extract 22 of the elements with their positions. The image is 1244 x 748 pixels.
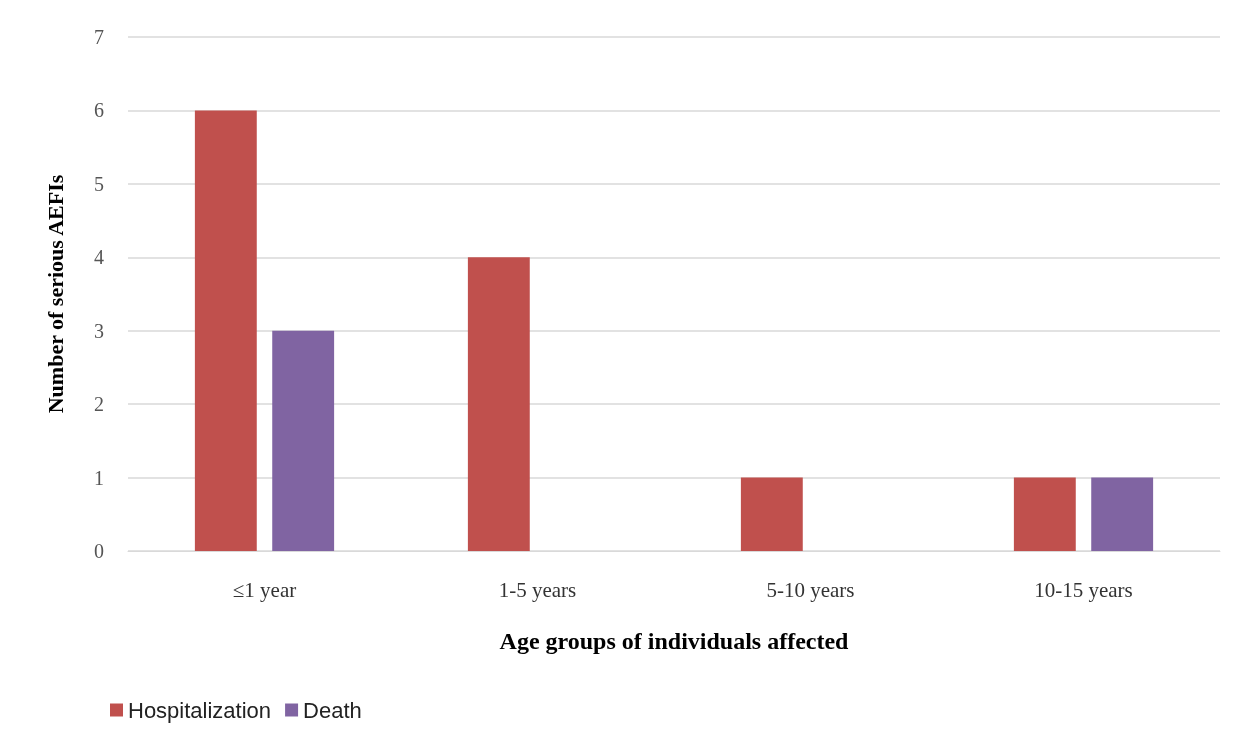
y-axis-title: Number of serious AEFIs <box>42 174 68 414</box>
x-tick-label: 1-5 years <box>498 577 577 602</box>
x-axis-title: Age groups of individuals affected <box>499 628 850 654</box>
x-tick-label: 5-10 years <box>766 577 855 602</box>
bar <box>1091 477 1154 551</box>
legend-label: Death <box>303 697 362 723</box>
bar <box>740 477 803 551</box>
y-tick-label: 6 <box>94 99 104 122</box>
y-tick-label: 0 <box>94 540 104 562</box>
x-tick-label: ≤1 year <box>232 577 297 602</box>
bar <box>1013 477 1076 551</box>
bar <box>272 330 335 551</box>
y-tick-label: 5 <box>94 172 104 195</box>
y-tick-label: 7 <box>94 26 104 48</box>
y-tick-label: 3 <box>94 319 104 342</box>
y-tick-label: 2 <box>94 393 104 416</box>
y-tick-label: 1 <box>94 466 104 489</box>
bar <box>194 110 257 551</box>
legend-label: Hospitalization <box>128 697 272 723</box>
bar <box>467 257 530 551</box>
y-tick-label: 4 <box>94 246 104 269</box>
x-tick-label: 10-15 years <box>1034 577 1133 602</box>
